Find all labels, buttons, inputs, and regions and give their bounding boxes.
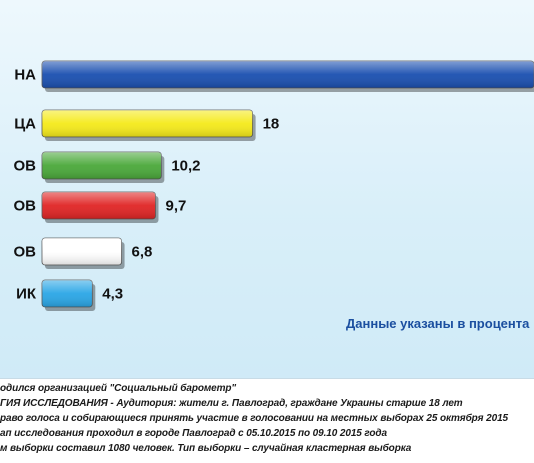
category-label: ОВ (14, 244, 37, 261)
footer-line-5: м выборки составил 1080 человек. Тип выб… (0, 443, 412, 454)
bar-gloss (42, 110, 253, 137)
category-label: НА (14, 67, 36, 84)
footer-line-3: раво голоса и собирающиеся принять участ… (0, 413, 508, 424)
value-label: 18 (263, 116, 280, 133)
bar-chart: НА ЦА 18 ОВ 10,2 ОВ 9,7 ОВ 6,8 ИК 4,3 (14, 60, 534, 311)
bar-gloss (42, 238, 122, 265)
category-label: ОВ (14, 158, 37, 175)
value-label: 6,8 (132, 244, 153, 261)
footer-line-1: одился организацией "Социальный барометр… (0, 383, 237, 394)
bar-gloss (42, 280, 93, 307)
value-label: 4,3 (102, 286, 123, 303)
footer-line-4: ап исследования проходил в городе Павлог… (0, 428, 387, 439)
data-note: Данные указаны в процента (346, 316, 530, 331)
category-label: ИК (16, 286, 37, 303)
bar-gloss (42, 192, 156, 219)
value-label: 10,2 (171, 158, 200, 175)
bar-gloss (42, 152, 162, 179)
footer-line-2: ГИЯ ИССЛЕДОВАНИЯ - Аудитория: жители г. … (0, 398, 463, 409)
category-label: ЦА (14, 116, 36, 133)
category-label: ОВ (14, 198, 37, 215)
bar-gloss (42, 61, 534, 88)
methodology-footer: одился организацией "Социальный барометр… (0, 378, 534, 463)
value-label: 9,7 (165, 198, 186, 215)
